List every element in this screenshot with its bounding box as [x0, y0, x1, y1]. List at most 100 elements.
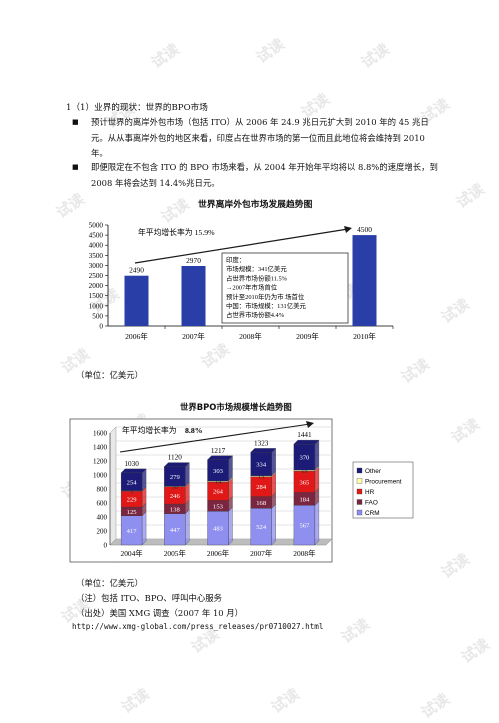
- y-tick-label: 4500: [89, 232, 104, 240]
- y-tick-label: 1200: [93, 458, 108, 466]
- x-tick-label: 2010年: [353, 331, 376, 341]
- segment-label: 264: [213, 489, 224, 496]
- y-tick-label: 2000: [89, 282, 104, 290]
- segment-label: 168: [256, 500, 267, 507]
- total-label: 1120: [168, 454, 183, 462]
- y-tick-label: 1600: [93, 430, 108, 438]
- unit-label: （单位：亿美元）: [76, 578, 143, 588]
- stack-segment-side: [314, 500, 320, 546]
- segment-label: 284: [256, 484, 267, 491]
- side-wall: [109, 426, 117, 546]
- data-label: 2970: [186, 256, 201, 265]
- legend-swatch: [356, 467, 363, 474]
- y-tick-label: 500: [92, 312, 103, 320]
- bar: [352, 235, 377, 326]
- x-tick-label: 2005年: [164, 549, 187, 558]
- chart-title-bpo: 世界BPO市场规模增长趋势图: [180, 402, 292, 412]
- segment-label: 13: [258, 474, 265, 481]
- y-tick-label: 1000: [89, 302, 104, 310]
- y-tick-label: 0: [104, 542, 108, 550]
- segment-label: 370: [299, 455, 310, 462]
- annotation-box: [221, 252, 349, 324]
- segment-label: 447: [170, 527, 181, 534]
- growth-label: 年平均增长率为: [122, 425, 177, 435]
- annotation-line: →2007年市场首位: [226, 283, 278, 292]
- y-tick-label: 3000: [89, 262, 104, 270]
- bullet-item: ■ 即便限定在不包含 ITO 的 BPO 市场来看，从 2004 年开始年平均将…: [72, 160, 444, 191]
- annotation-line: 中国：市场规模：131亿美元: [226, 301, 306, 310]
- segment-label: 365: [299, 479, 310, 486]
- segment-label: 334: [256, 462, 267, 469]
- stack-segment-side: [314, 439, 320, 471]
- x-tick-label: 2006年: [207, 549, 230, 558]
- growth-value: 8.8%: [185, 426, 203, 435]
- annotation-line: 占世界市场份额4.4%: [226, 310, 285, 319]
- segment-label: 5: [130, 488, 134, 495]
- bar-top: [207, 455, 233, 460]
- growth-arrowhead: [344, 226, 352, 233]
- y-tick-label: 800: [97, 486, 108, 494]
- legend-label: CRM: [365, 510, 380, 517]
- segment-label: 483: [213, 526, 224, 533]
- bar-top: [250, 448, 277, 453]
- segment-label: 229: [127, 497, 138, 504]
- y-tick-label: 3500: [89, 252, 104, 260]
- bar-top: [120, 468, 147, 474]
- segment-label: 14: [215, 479, 222, 486]
- annotation-line: 占世界市场份额11.5%: [226, 273, 288, 282]
- legend-swatch: [356, 478, 363, 484]
- source-text: （出处）美国 XMG 调查（2007 年 10 月）: [76, 608, 244, 618]
- data-label: 4500: [357, 225, 372, 234]
- legend-label: Procurement: [365, 479, 402, 486]
- stack-segment-side: [228, 506, 233, 546]
- note-text: （注）包括 ITO、BPO、呼叫中心服务: [76, 593, 222, 603]
- legend-label: HR: [365, 489, 375, 496]
- x-tick-label: 2007年: [182, 331, 205, 341]
- annotation-line: 预计至2010年仍为市 场首位: [226, 292, 305, 301]
- bullet-square-icon: ■: [72, 118, 79, 126]
- growth-arrow: [134, 228, 349, 264]
- bullet-item: ■ 预计世界的离岸外包市场（包括 ITO）从 2006 年 24.9 兆日元扩大…: [72, 115, 444, 162]
- segment-label: 254: [127, 479, 138, 486]
- y-tick-label: 600: [97, 500, 108, 508]
- segment-label: 567: [299, 523, 310, 530]
- bar: [124, 275, 149, 326]
- annotation-line: 市场规模：341亿美元: [226, 264, 287, 273]
- stack-segment-side: [228, 455, 233, 482]
- growth-label: 年平均增长率为 15.9%: [138, 227, 215, 237]
- y-tick-label: 1500: [89, 292, 104, 300]
- document-page: 试读 试读 试读 试读 试读 试读 试读 试读 试读 试读 试读 试读 试读 试读 试读 试读 试读 试读 试读 试读…: [53, 35, 493, 722]
- segment-label: 524: [256, 524, 267, 531]
- legend-box: [352, 461, 414, 519]
- segment-label: 138: [170, 506, 181, 513]
- y-tick-label: 1000: [93, 472, 108, 480]
- annotation-line: 印度：: [226, 255, 245, 264]
- legend-swatch: [356, 488, 363, 495]
- total-label: 1441: [297, 431, 312, 439]
- stack-segment-side: [271, 503, 276, 546]
- bar-top: [293, 439, 320, 445]
- bullet-text: 预计世界的离岸外包市场（包括 ITO）从 2006 年 24.9 兆日元扩大到 …: [91, 117, 429, 158]
- x-tick-label: 2008年: [293, 549, 316, 558]
- segment-label: 184: [299, 496, 310, 503]
- chart-title-offshore: 世界离岸外包市场发展趋势图: [198, 200, 313, 210]
- segment-label: 417: [127, 528, 138, 535]
- y-tick-label: 1400: [93, 444, 108, 452]
- y-tick-label: 0: [99, 323, 103, 331]
- growth-arrow: [119, 423, 311, 453]
- segment-label: 279: [170, 474, 181, 481]
- y-tick-label: 5000: [89, 222, 104, 230]
- y-tick-label: 4000: [89, 242, 104, 250]
- unit-label: （单位：亿美元）: [76, 370, 143, 380]
- segment-label: 10: [172, 484, 179, 491]
- y-tick-label: 2500: [89, 272, 104, 280]
- stack-segment-side: [271, 448, 276, 477]
- x-tick-label: 2008年: [239, 331, 262, 341]
- growth-arrowhead: [306, 421, 314, 428]
- section-heading: 1（1）业界的现状：世界的BPO市场: [66, 103, 208, 113]
- total-label: 1323: [254, 439, 269, 447]
- stack-segment-side: [141, 511, 147, 546]
- segment-label: 246: [170, 493, 181, 500]
- bpo-market-chart: 0 200 400 600 800 1000 1200 1400 1600 2004年 417 125…: [69, 418, 414, 563]
- total-label: 1030: [124, 460, 139, 468]
